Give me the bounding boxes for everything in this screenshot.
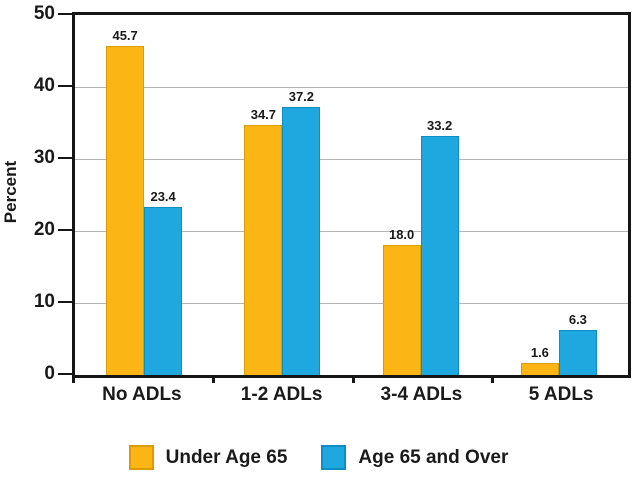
bar-age-65-and-over xyxy=(144,207,183,375)
x-axis-labels: No ADLs 1-2 ADLs 3-4 ADLs 5 ADLs xyxy=(72,384,631,406)
category-group: 45.7 23.4 xyxy=(75,15,213,375)
bar-value-label: 34.7 xyxy=(250,107,277,122)
x-axis-label: 5 ADLs xyxy=(528,384,594,405)
bar-value-label: 33.2 xyxy=(426,118,453,133)
plot-area: 45.7 23.4 34.7 37.2 18.0 33.2 1.6 6.3 xyxy=(72,12,631,378)
x-axis-label: 3-4 ADLs xyxy=(380,384,463,405)
category-group: 1.6 6.3 xyxy=(490,15,628,375)
bar-under-age-65 xyxy=(520,363,559,375)
legend: Under Age 65 Age 65 and Over xyxy=(0,445,637,470)
bar-under-age-65 xyxy=(382,245,421,375)
legend-swatch xyxy=(128,445,154,470)
bar-age-65-and-over xyxy=(558,330,597,375)
bar-wrap: 37.2 xyxy=(282,89,321,375)
gridline xyxy=(75,159,628,160)
bar-age-65-and-over xyxy=(420,136,459,375)
bar-value-label: 1.6 xyxy=(530,345,549,360)
bar-value-label: 45.7 xyxy=(112,28,138,43)
y-tick-label: 30 xyxy=(33,147,55,168)
legend-label: Under Age 65 xyxy=(165,446,288,468)
bar-wrap: 18.0 xyxy=(382,227,421,375)
bar-wrap: 45.7 xyxy=(106,28,145,375)
gridline xyxy=(75,87,628,88)
x-tick-mark xyxy=(212,375,215,383)
bar-wrap: 1.6 xyxy=(520,345,559,375)
y-tick-label: 20 xyxy=(33,219,55,240)
category-group: 34.7 37.2 xyxy=(213,15,351,375)
bar-age-65-and-over xyxy=(282,107,321,375)
x-axis-label: No ADLs xyxy=(102,384,182,405)
legend-item: Age 65 and Over xyxy=(321,445,508,470)
y-tick-mark xyxy=(58,13,72,15)
y-tick-mark xyxy=(58,301,72,303)
legend-label: Age 65 and Over xyxy=(358,446,509,468)
x-tick-mark xyxy=(352,375,355,383)
bar-under-age-65 xyxy=(244,125,283,375)
bar-value-label: 37.2 xyxy=(288,89,315,104)
y-tick-label: 10 xyxy=(33,291,55,312)
bar-wrap: 6.3 xyxy=(558,312,597,375)
y-tick-mark xyxy=(58,85,72,87)
x-axis-label: 1-2 ADLs xyxy=(240,384,323,405)
bar-under-age-65 xyxy=(106,46,145,375)
bar-value-label: 18.0 xyxy=(388,227,415,242)
category-group: 18.0 33.2 xyxy=(352,15,490,375)
y-tick-mark xyxy=(58,373,72,375)
legend-swatch xyxy=(321,445,347,470)
bar-value-label: 23.4 xyxy=(150,189,176,204)
gridline xyxy=(75,231,628,232)
y-tick-label: 0 xyxy=(44,363,55,384)
bar-wrap: 33.2 xyxy=(420,118,459,375)
bars-container: 45.7 23.4 34.7 37.2 18.0 33.2 1.6 6.3 xyxy=(75,15,628,375)
bar-wrap: 34.7 xyxy=(244,107,283,375)
y-tick-label: 50 xyxy=(33,3,55,24)
gridline xyxy=(75,303,628,304)
x-tick-mark xyxy=(72,375,75,383)
y-tick-mark xyxy=(58,229,72,231)
y-tick-label: 40 xyxy=(33,75,55,96)
x-tick-mark xyxy=(491,375,494,383)
legend-item: Under Age 65 xyxy=(128,445,288,470)
bar-wrap: 23.4 xyxy=(144,189,183,375)
bar-value-label: 6.3 xyxy=(568,312,587,327)
y-tick-mark xyxy=(58,157,72,159)
